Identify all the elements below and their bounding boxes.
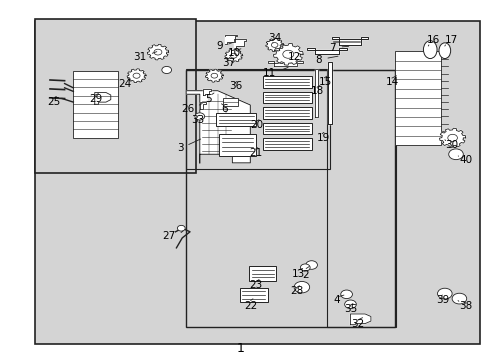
Bar [35,19,196,173]
Text: 11: 11 [263,68,276,78]
Circle shape [447,134,456,141]
Text: 21: 21 [249,148,262,158]
Text: 37: 37 [222,58,235,68]
Bar [216,113,256,126]
Polygon shape [127,69,146,83]
Polygon shape [203,89,211,95]
Text: 8: 8 [315,55,322,65]
Text: 18: 18 [310,86,324,96]
Text: 7: 7 [328,43,335,53]
Text: 13: 13 [291,269,305,279]
Polygon shape [224,35,237,44]
Circle shape [211,73,217,78]
Circle shape [230,53,237,58]
Text: 17: 17 [444,35,457,45]
Circle shape [177,225,185,231]
Polygon shape [265,39,283,51]
Circle shape [305,261,317,269]
Text: 38: 38 [458,301,472,311]
Bar [249,266,276,281]
Polygon shape [273,43,303,65]
Polygon shape [331,37,368,45]
Bar [239,288,267,302]
Circle shape [195,113,204,120]
Circle shape [451,293,466,304]
Ellipse shape [438,43,450,59]
Circle shape [448,149,462,159]
Bar [73,71,118,138]
Polygon shape [267,62,302,66]
Text: 4: 4 [332,295,339,305]
Text: 1: 1 [236,342,244,355]
Text: 10: 10 [227,48,240,58]
Text: 25: 25 [47,97,61,107]
Text: 30: 30 [444,140,457,150]
Polygon shape [233,39,245,48]
Text: 28: 28 [290,287,304,296]
Circle shape [133,73,140,78]
Circle shape [271,42,277,48]
Circle shape [437,288,451,299]
Polygon shape [147,44,168,60]
Text: 31: 31 [133,52,146,62]
Circle shape [344,300,356,309]
Polygon shape [95,93,111,104]
Polygon shape [186,91,250,163]
Circle shape [340,290,352,298]
Bar [263,107,311,118]
Circle shape [293,282,309,293]
Bar [186,69,329,169]
Polygon shape [439,128,465,148]
Circle shape [162,66,171,73]
Text: 9: 9 [216,41,223,51]
Text: 24: 24 [118,79,131,89]
Text: 6: 6 [221,104,227,113]
Text: 22: 22 [244,301,257,311]
Polygon shape [350,314,370,325]
Text: 29: 29 [89,94,102,104]
Bar [219,134,255,156]
Polygon shape [224,49,242,62]
Polygon shape [200,102,205,109]
Bar [263,123,311,134]
Polygon shape [205,69,223,82]
Text: 2: 2 [301,270,308,280]
Ellipse shape [423,41,436,59]
Bar [263,138,311,150]
Text: 20: 20 [250,120,263,130]
Bar [326,70,395,327]
Text: 36: 36 [228,81,242,91]
Text: 27: 27 [162,231,175,242]
Bar [263,76,311,88]
Polygon shape [314,69,318,117]
Text: 33: 33 [191,115,204,125]
Text: 14: 14 [385,77,398,87]
Text: 23: 23 [249,280,262,291]
Bar [222,98,238,106]
Bar [394,51,441,145]
Text: 26: 26 [181,104,195,113]
Polygon shape [306,48,346,54]
Text: 35: 35 [344,304,357,314]
Circle shape [282,50,293,58]
Text: 39: 39 [436,295,449,305]
Text: 40: 40 [458,156,471,165]
Circle shape [300,264,309,271]
Bar [263,92,311,103]
Bar [186,70,394,327]
Text: 15: 15 [318,77,331,87]
Text: 19: 19 [316,133,329,143]
Text: 5: 5 [205,94,212,104]
Text: 34: 34 [267,33,281,43]
Text: 32: 32 [351,319,364,329]
Text: 16: 16 [426,35,439,45]
Circle shape [154,49,162,55]
Text: 12: 12 [287,52,300,62]
Text: 3: 3 [177,143,183,153]
Polygon shape [327,62,331,123]
